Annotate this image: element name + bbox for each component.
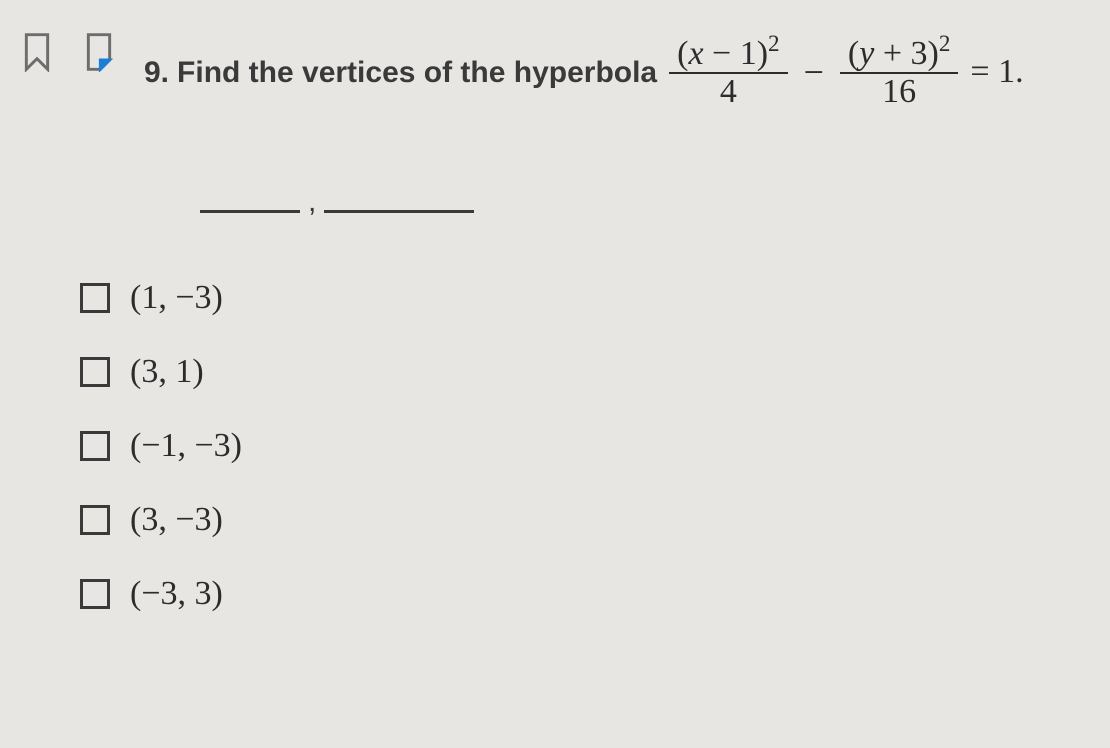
checkbox-icon[interactable]: [80, 505, 110, 535]
option-text: (1, −3): [130, 279, 223, 317]
option-text: (3, −3): [130, 501, 223, 539]
question-number: 9.: [144, 55, 169, 91]
option-4[interactable]: (3, −3): [80, 501, 1090, 539]
checkbox-icon[interactable]: [80, 283, 110, 313]
option-text: (−3, 3): [130, 575, 223, 613]
denominator-1: 4: [712, 74, 745, 110]
option-text: (3, 1): [130, 353, 204, 391]
options-list: (1, −3) (3, 1) (−1, −3) (3, −3) (−3, 3): [80, 279, 1090, 613]
equation: (x − 1)2 4 − (y + 3)2 16 = 1.: [663, 36, 1023, 109]
bookmark-icon[interactable]: [20, 32, 54, 77]
minus-op: −: [804, 51, 824, 94]
denominator-2: 16: [874, 74, 924, 110]
blank-separator: ,: [308, 185, 316, 219]
page: 9. Find the vertices of the hyperbola (x…: [0, 0, 1110, 748]
note-icon[interactable]: [82, 32, 116, 77]
option-5[interactable]: (−3, 3): [80, 575, 1090, 613]
fraction-1: (x − 1)2 4: [669, 36, 787, 109]
option-2[interactable]: (3, 1): [80, 353, 1090, 391]
option-text: (−1, −3): [130, 427, 242, 465]
checkbox-icon[interactable]: [80, 431, 110, 461]
question-prompt: Find the vertices of the hyperbola: [177, 55, 657, 91]
option-3[interactable]: (−1, −3): [80, 427, 1090, 465]
checkbox-icon[interactable]: [80, 579, 110, 609]
checkbox-icon[interactable]: [80, 357, 110, 387]
question-icons: [20, 18, 116, 77]
question-row: 9. Find the vertices of the hyperbola (x…: [20, 18, 1090, 109]
option-1[interactable]: (1, −3): [80, 279, 1090, 317]
numerator-1: (x − 1)2: [669, 36, 787, 72]
answer-blanks: ,: [200, 179, 1090, 213]
question-text: 9. Find the vertices of the hyperbola (x…: [144, 18, 1024, 109]
blank-1[interactable]: [200, 199, 300, 213]
equals-tail: = 1.: [970, 52, 1023, 93]
numerator-2: (y + 3)2: [840, 36, 958, 72]
fraction-2: (y + 3)2 16: [840, 36, 958, 109]
blank-2[interactable]: [324, 199, 474, 213]
